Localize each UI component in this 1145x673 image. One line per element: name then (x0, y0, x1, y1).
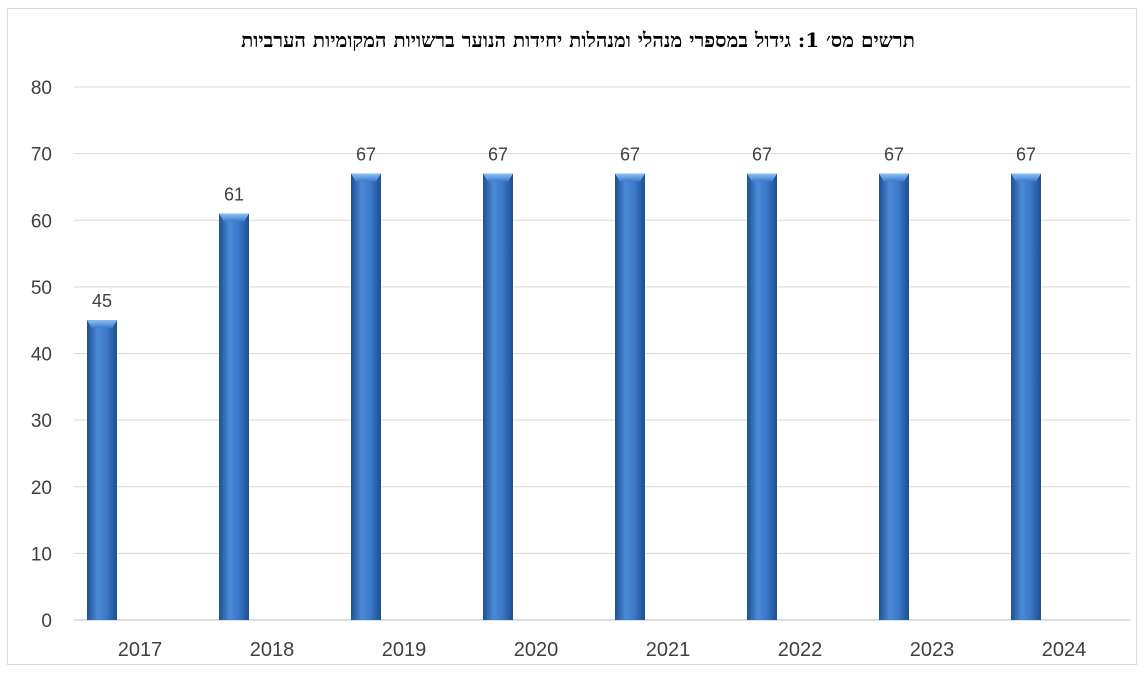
bar-body (615, 173, 645, 621)
y-tick-label: 70 (31, 145, 52, 166)
bar-body (1011, 173, 1041, 621)
y-tick-label: 60 (31, 211, 52, 232)
y-tick-label: 20 (31, 478, 52, 499)
bar (747, 173, 777, 621)
bar (1011, 173, 1041, 621)
x-tick-label: 2021 (646, 639, 691, 661)
bars (87, 173, 1041, 621)
bar-chart: תרשים מס׳ 1: גידול במספרי מנהלי ומנהלות … (31, 28, 1130, 661)
data-label: 61 (224, 185, 244, 205)
bar-body (219, 213, 249, 620)
chart-title: תרשים מס׳ 1: גידול במספרי מנהלי ומנהלות … (241, 28, 915, 52)
bar-cap (615, 173, 645, 182)
bar-body (87, 320, 117, 620)
bar-body (879, 173, 909, 621)
bar-cap (483, 173, 513, 182)
x-tick-label: 2019 (382, 639, 427, 661)
y-tick-label: 30 (31, 411, 52, 432)
x-tick-label: 2020 (514, 639, 559, 661)
bar (879, 173, 909, 621)
data-label: 67 (752, 145, 772, 165)
x-tick-label: 2017 (118, 639, 163, 661)
bar (87, 320, 117, 620)
bar (615, 173, 645, 621)
bar (219, 213, 249, 620)
grid-lines (74, 86, 1130, 621)
y-tick-label: 50 (31, 278, 52, 299)
bar-cap (351, 173, 381, 182)
chart-frame: תרשים מס׳ 1: גידול במספרי מנהלי ומנהלות … (7, 8, 1137, 665)
data-label: 67 (1016, 145, 1036, 165)
y-tick-label: 0 (41, 611, 52, 632)
x-axis-ticks: 2017 2018 2019 2020 2021 2022 2023 2024 (118, 639, 1087, 661)
x-tick-label: 2023 (910, 639, 955, 661)
data-labels: 45 61 67 67 67 67 67 67 (92, 145, 1036, 312)
data-label: 67 (356, 145, 376, 165)
bar (351, 173, 381, 621)
bar-body (483, 173, 513, 621)
bar-cap (219, 213, 249, 222)
x-tick-label: 2024 (1042, 639, 1087, 661)
y-axis-ticks: 0 10 20 30 40 50 60 70 80 (31, 78, 52, 632)
data-label: 67 (488, 145, 508, 165)
bar-body (747, 173, 777, 621)
bar-cap (747, 173, 777, 182)
x-tick-label: 2018 (250, 639, 295, 661)
y-tick-label: 10 (31, 544, 52, 565)
y-tick-label: 40 (31, 345, 52, 366)
bar-cap (879, 173, 909, 182)
data-label: 67 (884, 145, 904, 165)
data-label: 67 (620, 145, 640, 165)
y-tick-label: 80 (31, 78, 52, 99)
data-label: 45 (92, 291, 112, 311)
bar-body (351, 173, 381, 621)
bar (483, 173, 513, 621)
bar-cap (87, 320, 117, 329)
bar-cap (1011, 173, 1041, 182)
x-tick-label: 2022 (778, 639, 823, 661)
